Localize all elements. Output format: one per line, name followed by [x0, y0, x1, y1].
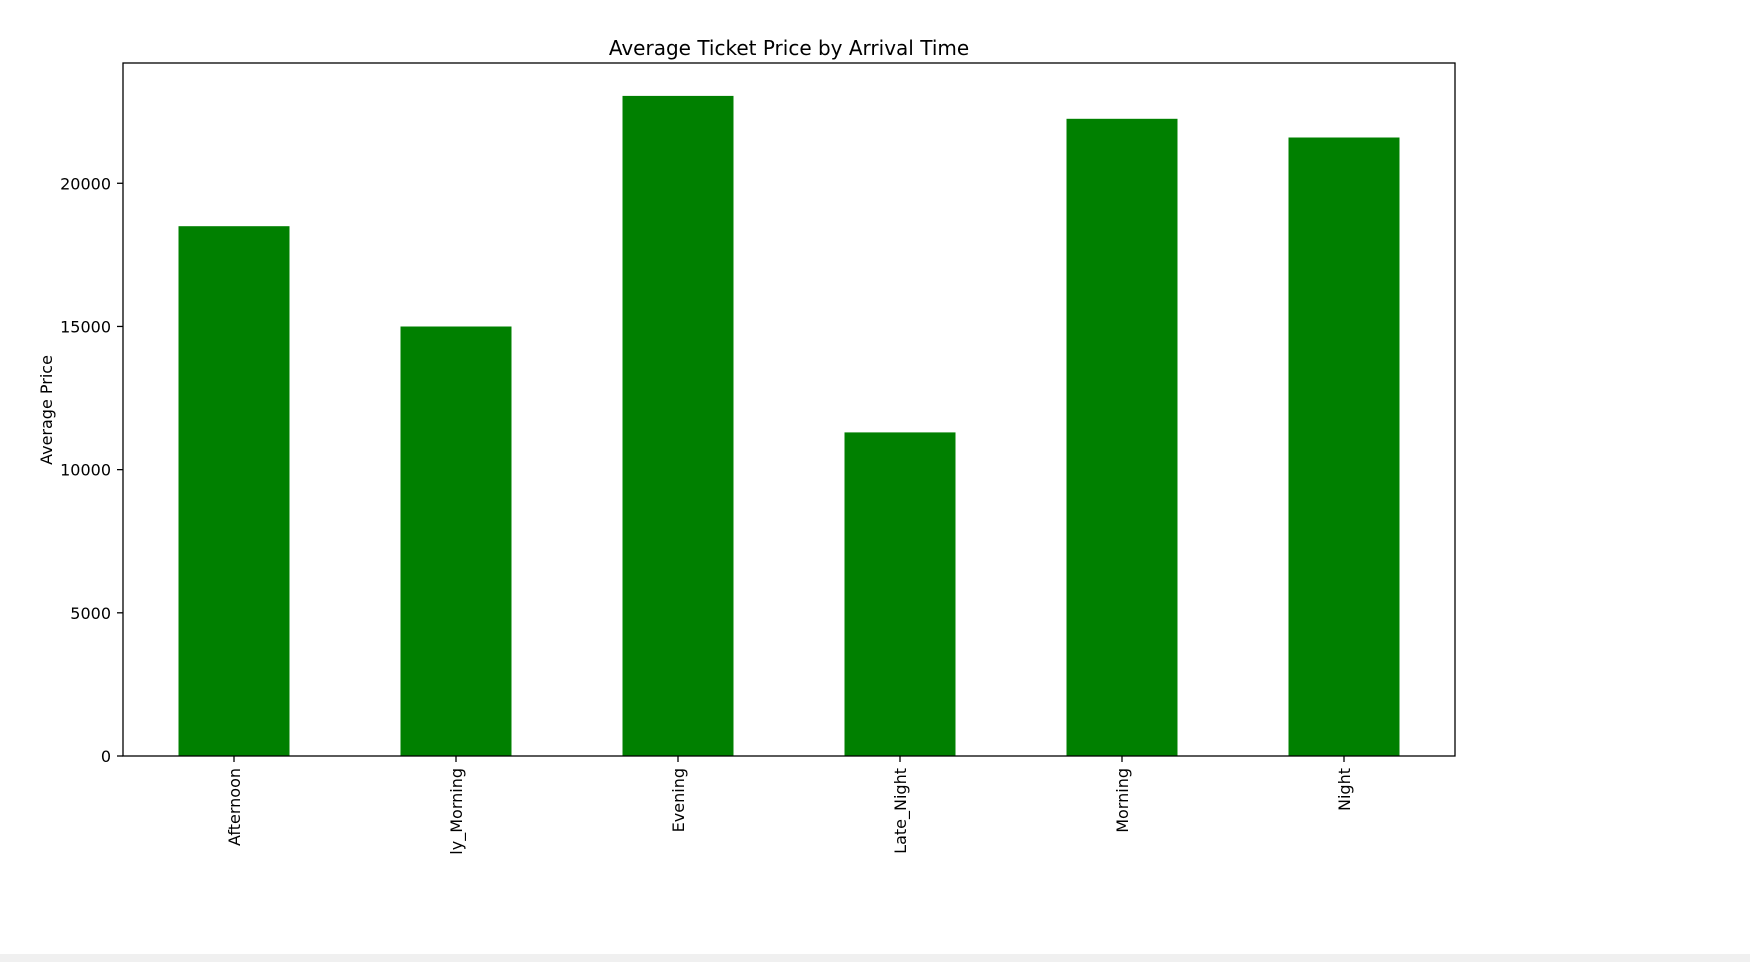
chart-title: Average Ticket Price by Arrival Time: [609, 36, 969, 60]
y-tick-label: 5000: [70, 604, 111, 623]
y-tick-label: 0: [101, 747, 111, 766]
bar-evening: [622, 95, 734, 756]
x-axis: Afternoon ly_Morning Evening Late_Night Morn…: [225, 756, 1354, 855]
x-tick-label: Morning: [1113, 768, 1132, 833]
bar-afternoon: [178, 226, 290, 756]
y-axis: 0 5000 10000 15000 20000: [60, 174, 123, 766]
bar-night: [1288, 137, 1400, 756]
y-tick-label: 15000: [60, 317, 111, 336]
x-tick-label: Late_Night: [891, 768, 911, 854]
bars-layer: [178, 95, 1400, 757]
x-tick-label: ly_Morning: [447, 768, 467, 855]
x-tick-label: Afternoon: [225, 768, 244, 846]
plot-area-frame: [122, 62, 1456, 757]
window-bottom-strip: [0, 954, 1750, 962]
bar-early-morning: [400, 326, 512, 756]
bar-morning: [1066, 118, 1178, 757]
y-axis-label: Average Price: [37, 355, 56, 465]
x-tick-label: Night: [1335, 768, 1354, 811]
y-tick-label: 20000: [60, 174, 111, 193]
x-tick-label: Evening: [669, 768, 688, 832]
bar-late-night: [844, 432, 956, 756]
y-tick-label: 10000: [60, 461, 111, 480]
